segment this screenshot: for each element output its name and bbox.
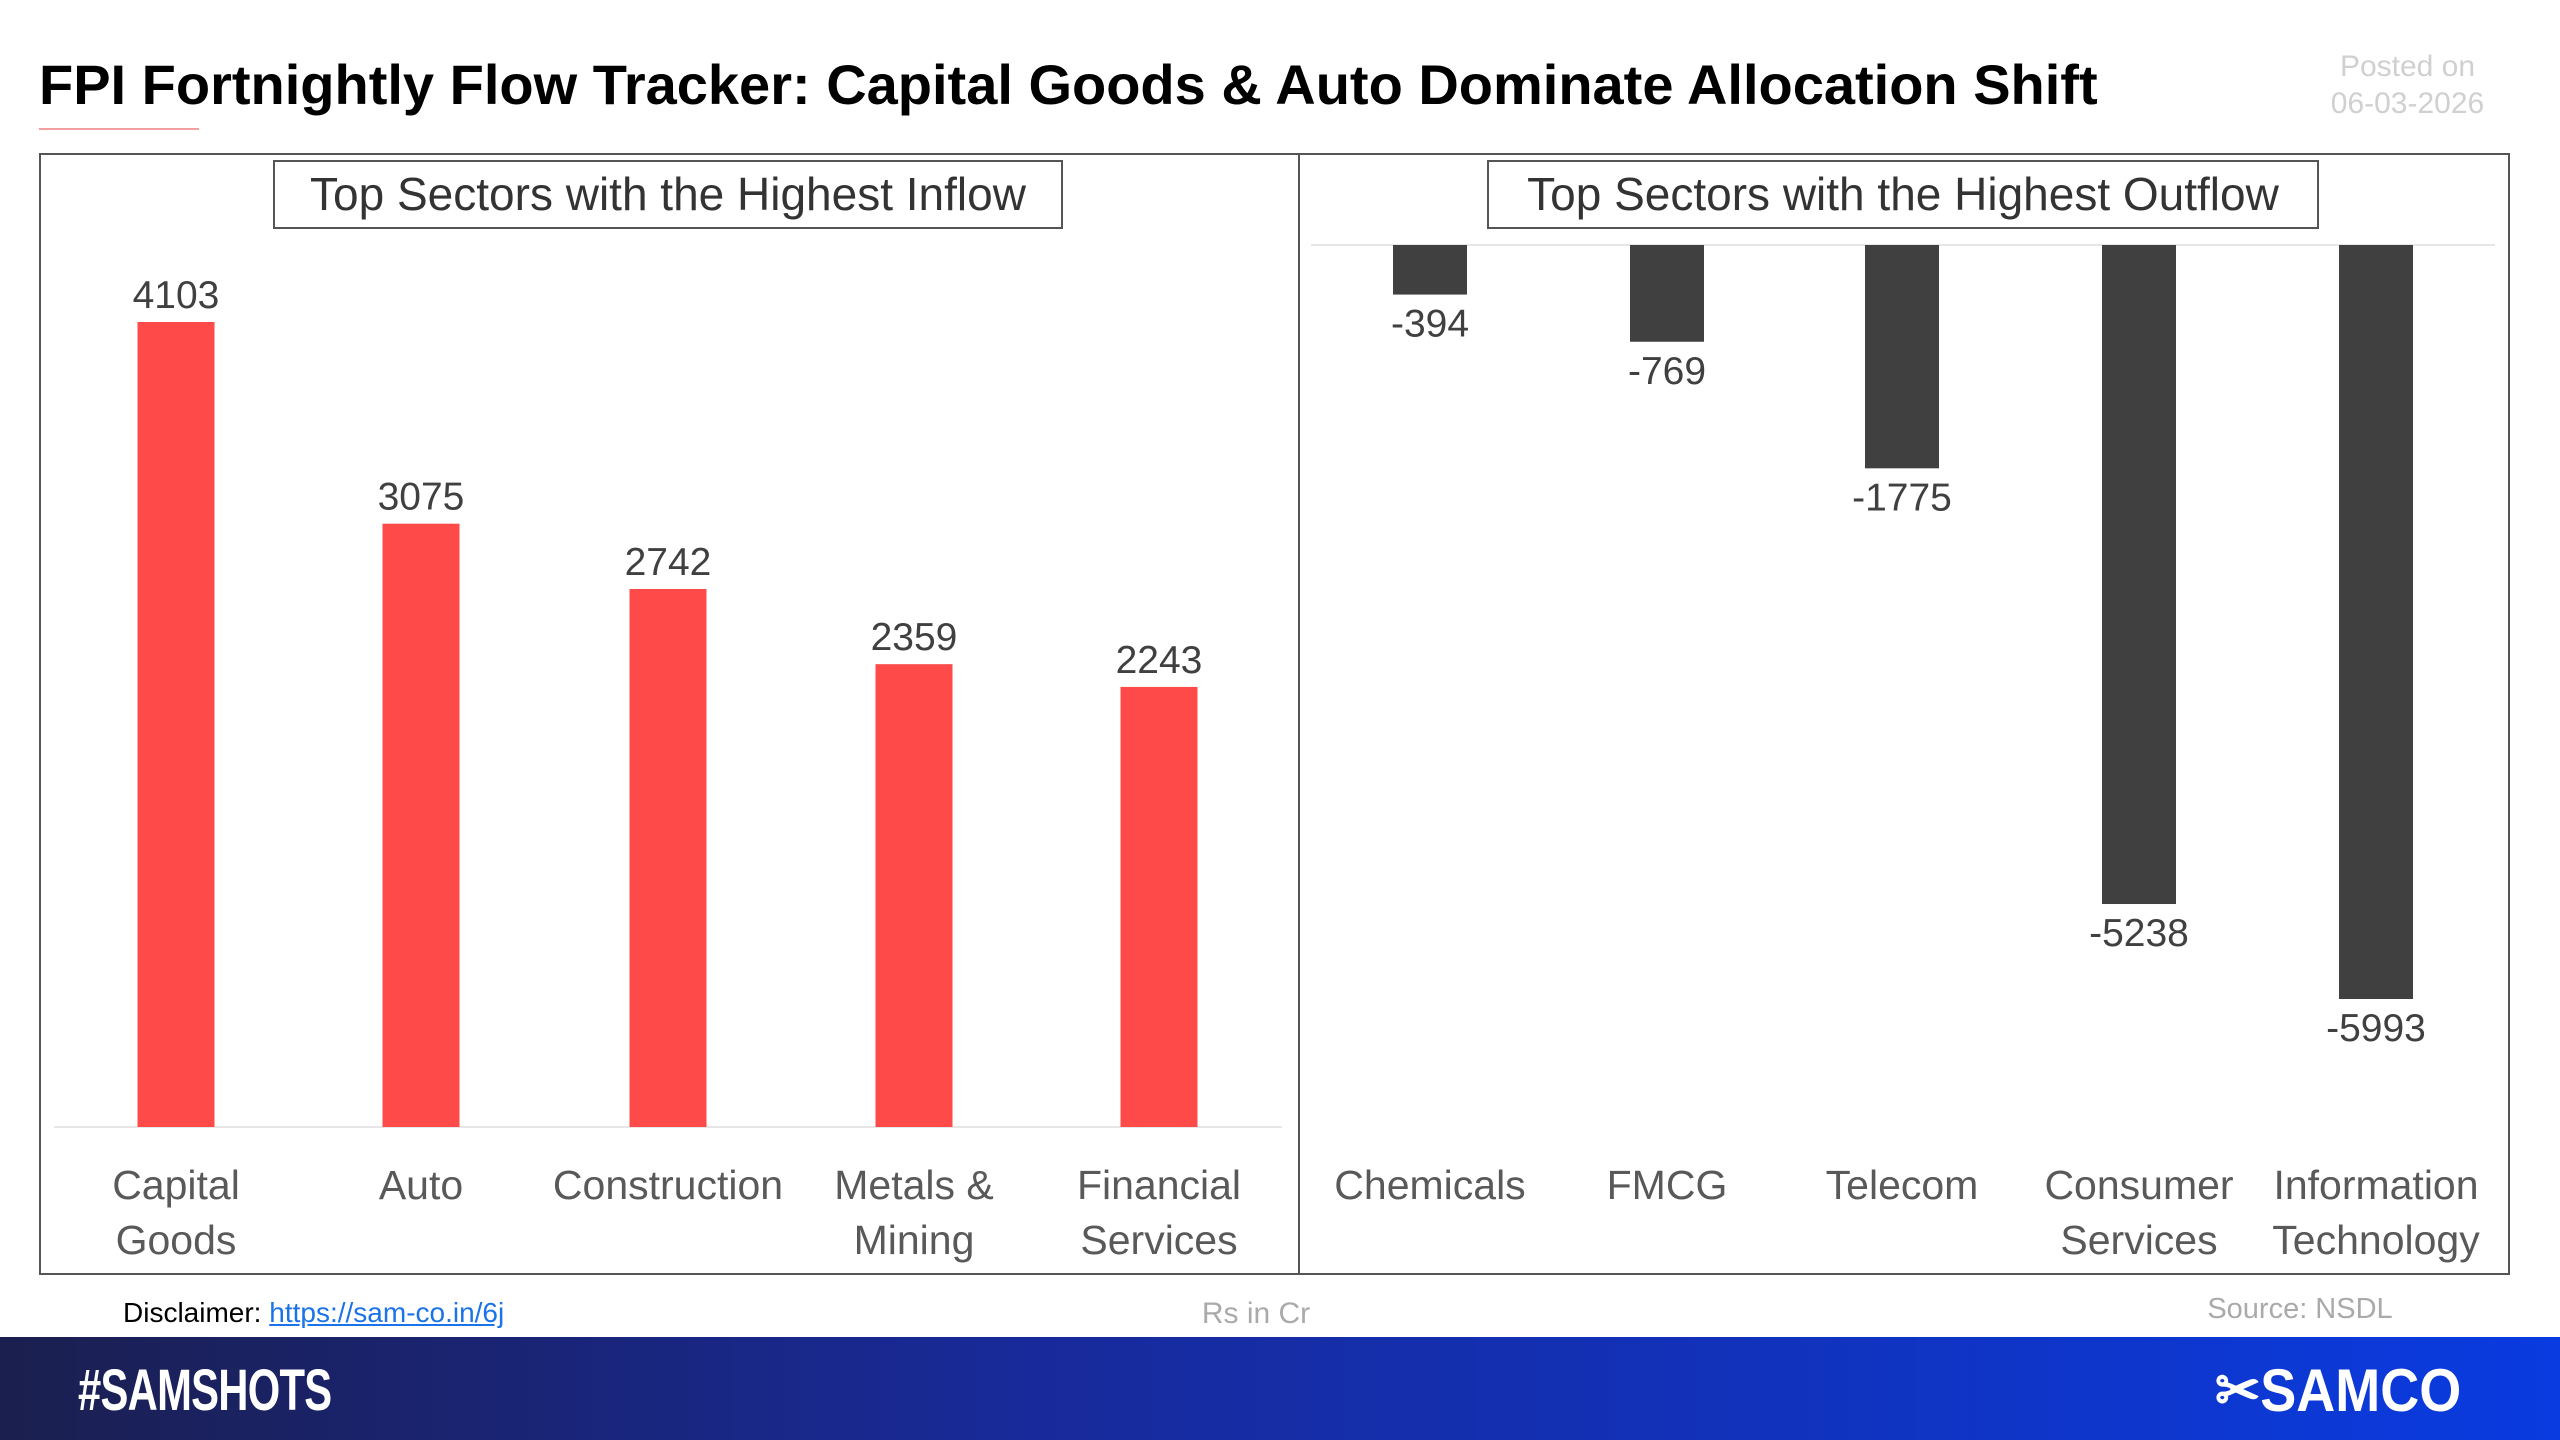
bar [1120, 686, 1198, 1127]
category-label: Financial [1077, 1162, 1241, 1208]
bar [875, 664, 953, 1127]
outflow-chart-panel [1298, 153, 2510, 1275]
bar [629, 589, 707, 1127]
category-label: Capital [112, 1162, 240, 1208]
units-note: Rs in Cr [1201, 1297, 1311, 1330]
data-label: -5238 [2089, 912, 2189, 955]
disclaimer: Disclaimer: https://sam-co.in/6j [123, 1297, 504, 1329]
posted-date-value: 06-03-2026 [2330, 87, 2485, 120]
hashtag: #SAMSHOTS [78, 1358, 332, 1423]
data-label: -394 [1391, 303, 1469, 346]
samco-logo-icon: ✂ [2215, 1357, 2261, 1424]
title-underline [39, 128, 199, 130]
posted-label: Posted on [2339, 50, 2476, 83]
category-label: FMCG [1607, 1162, 1728, 1208]
bar [2339, 245, 2413, 999]
data-label: 4103 [133, 274, 220, 317]
posted-date: Posted on 06-03-2026 [2250, 48, 2560, 122]
category-label: Services [1080, 1217, 1237, 1263]
data-label: 3075 [378, 476, 465, 519]
data-label: -769 [1628, 350, 1706, 393]
bar [137, 322, 215, 1127]
data-label: 2742 [625, 541, 712, 584]
footer-band [0, 1337, 2560, 1440]
brand-logo: ✂SAMCO [2215, 1356, 2461, 1426]
disclaimer-label: Disclaimer: [123, 1297, 262, 1328]
bar [2102, 245, 2176, 905]
category-label: Construction [553, 1162, 783, 1208]
inflow-chart-title: Top Sectors with the Highest Inflow [273, 160, 1063, 229]
category-label: Consumer [2044, 1162, 2233, 1208]
data-label: -1775 [1852, 476, 1952, 519]
page-title: FPI Fortnightly Flow Tracker: Capital Go… [39, 53, 2098, 116]
data-label: -5993 [2326, 1007, 2426, 1050]
charts-svg: 4103 Capital Goods 3075 Auto 2742 Construction… [54, 244, 2495, 1263]
category-label: Technology [2272, 1217, 2480, 1263]
bar [1630, 245, 1704, 342]
disclaimer-link[interactable]: https://sam-co.in/6j [269, 1297, 505, 1328]
data-label: 2243 [1116, 639, 1203, 682]
brand-name: SAMCO [2260, 1357, 2462, 1424]
category-label: Chemicals [1334, 1162, 1525, 1208]
category-label: Services [2060, 1217, 2217, 1263]
data-label: 2359 [871, 616, 958, 659]
category-label: Telecom [1826, 1162, 1979, 1208]
category-label: Information [2273, 1162, 2478, 1208]
outflow-chart-title: Top Sectors with the Highest Outflow [1487, 160, 2319, 229]
source-note: Source: NSDL [2207, 1293, 2393, 1325]
bar [382, 523, 460, 1127]
bar [1865, 245, 1939, 469]
category-label: Mining [854, 1217, 975, 1263]
category-label: Goods [116, 1217, 237, 1263]
category-label: Auto [379, 1162, 463, 1208]
bar [1393, 245, 1467, 295]
category-label: Metals & [834, 1162, 994, 1208]
